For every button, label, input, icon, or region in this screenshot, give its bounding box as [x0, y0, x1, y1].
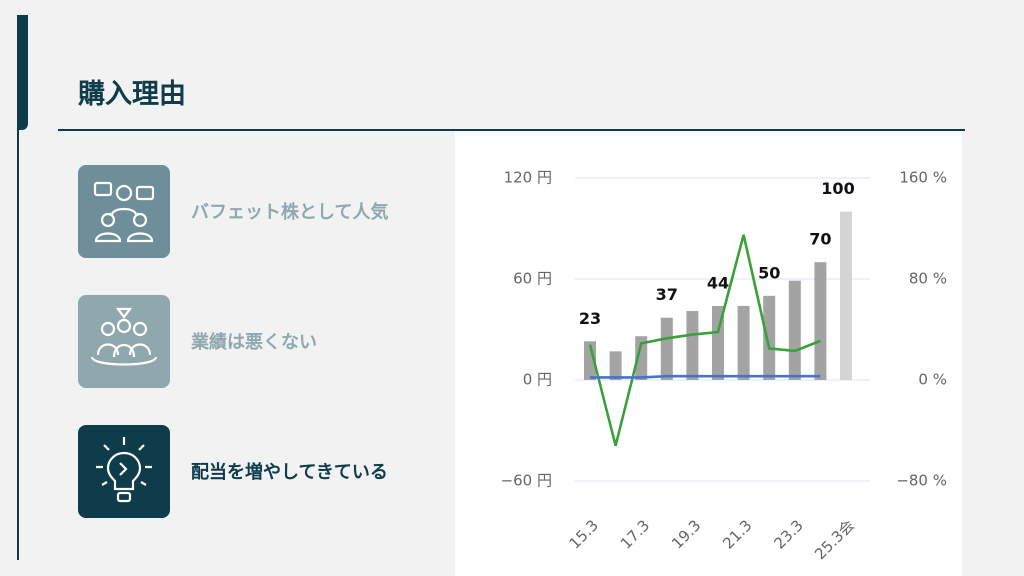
reason-text: 配当を増やしてきている [191, 462, 388, 483]
people-talk-icon [78, 165, 170, 258]
bar [737, 305, 750, 380]
bar [584, 341, 596, 380]
line-series [590, 374, 821, 379]
bar [660, 317, 673, 380]
slide-title: 購入理由 [78, 79, 186, 110]
accent-line [17, 120, 19, 560]
y-tick-label: 60 円 [513, 270, 552, 288]
y-tick-label: 0 円 [523, 371, 552, 389]
data-label: 44 [707, 273, 729, 292]
bar [814, 262, 827, 380]
data-label: 50 [758, 263, 780, 282]
reason-text: 業績は悪くない [191, 332, 317, 353]
data-label: 37 [656, 285, 678, 304]
line-series [588, 234, 821, 446]
y2-tick-label: 80 % [909, 270, 947, 288]
data-label: 23 [579, 309, 601, 328]
idea-icon [78, 425, 170, 518]
bar [686, 310, 699, 380]
bar [763, 295, 776, 380]
audience-icon [78, 295, 170, 388]
y2-tick-label: 0 % [918, 371, 947, 389]
chart-background [455, 131, 962, 576]
data-label: 100 [821, 179, 854, 198]
bar [635, 336, 648, 380]
bar [840, 211, 852, 380]
bar [609, 351, 622, 380]
y-tick-label: −60 円 [501, 472, 552, 490]
y2-tick-label: 160 % [899, 169, 947, 187]
divider [58, 129, 965, 131]
y-tick-label: 120 円 [504, 169, 552, 187]
data-label: 70 [809, 230, 831, 249]
accent-bar [17, 15, 28, 130]
y2-tick-label: −80 % [896, 472, 947, 490]
bar [788, 280, 801, 380]
reason-text: バフェット株として人気 [191, 202, 389, 223]
